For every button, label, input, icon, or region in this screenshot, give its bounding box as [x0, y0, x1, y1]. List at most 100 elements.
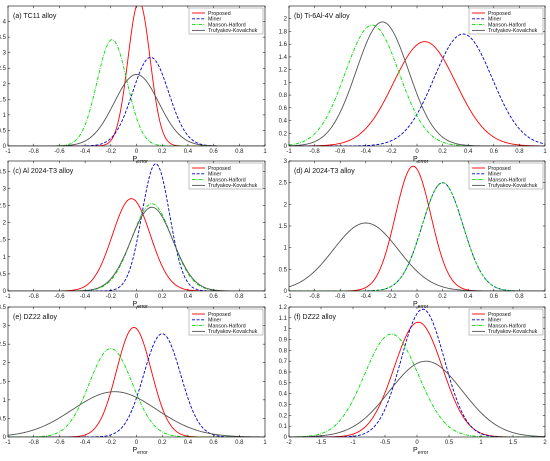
x-tick-label: 0.8: [235, 294, 244, 300]
y-tick-label: 0.5: [0, 272, 7, 278]
x-tick-label: -0.6: [54, 440, 65, 446]
x-tick-label: -0.8: [29, 294, 40, 300]
y-tick-label: 0.5: [279, 381, 288, 387]
x-axis-label: Perror: [413, 447, 429, 456]
x-tick-label: 0.4: [464, 294, 473, 300]
legend-label: Proposed: [208, 312, 231, 318]
y-tick-label: 3.5: [0, 35, 7, 41]
y-tick-label: 0.5: [0, 128, 7, 134]
legend-box: [468, 308, 544, 336]
panel-title: (b) Ti-6Al-4V alloy: [294, 13, 350, 20]
panel-title: (a) TC11 alloy: [13, 13, 57, 20]
y-tick-label: 0.8: [279, 348, 288, 354]
x-axis-label: Perror: [133, 447, 149, 456]
y-tick-label: 1.2: [279, 305, 288, 311]
x-axis-label: Perror: [133, 301, 149, 310]
x-tick-label: 0: [135, 294, 139, 300]
x-tick-label: 0.2: [158, 149, 167, 155]
x-tick-label: -0.4: [80, 440, 91, 446]
series-line-manson-halford: [8, 39, 265, 146]
y-tick-label: 0.4: [279, 119, 288, 125]
y-tick-label: 0.5: [279, 267, 288, 273]
x-tick-label: 0.2: [438, 294, 447, 300]
y-tick-label: 0: [284, 435, 288, 441]
x-tick-label: -0.8: [29, 149, 40, 155]
legend-label: Miner: [488, 172, 501, 178]
series-line-trufyakov-kovalchuk: [289, 360, 545, 437]
y-tick-label: 1: [3, 398, 7, 404]
legend-box: [188, 308, 264, 336]
legend-label: Manson-Halford: [208, 22, 246, 28]
x-tick-label: 1: [263, 149, 267, 155]
legend-label: Proposed: [208, 166, 231, 172]
x-tick-label: 1.5: [509, 440, 518, 446]
y-tick-label: 0: [3, 144, 7, 150]
panel-title: (f) DZ22 alloy: [294, 314, 337, 321]
x-tick-label: 0: [135, 440, 139, 446]
y-tick-label: 2.5: [0, 66, 7, 72]
legend-label: Miner: [208, 17, 221, 23]
y-tick-label: 0.6: [279, 370, 288, 376]
y-tick-label: 1.5: [0, 238, 7, 244]
y-tick-label: 1.5: [0, 379, 7, 385]
y-tick-label: 1: [284, 80, 288, 86]
x-tick-label: -0.2: [106, 294, 117, 300]
x-tick-label: -1: [286, 149, 292, 155]
x-tick-label: -1.5: [316, 440, 327, 446]
y-tick-label: 2: [284, 17, 288, 23]
panel-5: -1 -0.8 -0.6 -0.4 -0.2 0 0.2 0.4 0.6 0.8 1 0 0.5 1 1.5…: [0, 305, 267, 456]
x-tick-label: -0.4: [361, 294, 372, 300]
x-axis-label: Perror: [133, 156, 149, 165]
x-tick-label: 0: [135, 149, 139, 155]
x-tick-label: 0.4: [464, 149, 473, 155]
legend-label: Manson-Halford: [488, 323, 526, 329]
legend-box: [188, 162, 264, 190]
y-tick-label: 3: [284, 159, 288, 165]
y-tick-label: 0.2: [279, 413, 288, 419]
x-tick-label: -0.2: [106, 149, 117, 155]
y-tick-label: 2.5: [0, 342, 7, 348]
series-line-proposed: [289, 41, 545, 146]
panel-4: -1 -0.8 -0.6 -0.4 -0.2 0 0.2 0.4 0.6 0.8 1 0 0.5 1 1.5…: [279, 159, 548, 310]
series-line-manson-halford: [8, 203, 265, 291]
y-tick-label: 0: [3, 289, 7, 295]
x-axis-label: Perror: [413, 156, 429, 165]
x-tick-label: 0.8: [235, 440, 244, 446]
legend-label: Manson-Halford: [208, 323, 246, 329]
legend-box: [188, 7, 264, 35]
series-line-trufyakov-kovalchuk: [8, 73, 265, 146]
y-tick-label: 3: [3, 324, 7, 330]
y-tick-label: 2: [3, 221, 7, 227]
x-tick-label: -0.8: [29, 440, 40, 446]
legend-label: Proposed: [208, 11, 231, 17]
y-tick-label: 0: [3, 435, 7, 441]
series-line-miner: [289, 182, 545, 291]
x-tick-label: -1: [5, 440, 11, 446]
x-tick-label: -0.5: [380, 440, 391, 446]
x-tick-label: -2: [286, 440, 292, 446]
x-tick-label: 0: [415, 294, 419, 300]
y-tick-label: 1.5: [279, 224, 288, 230]
panel-3: -1 -0.8 -0.6 -0.4 -0.2 0 0.2 0.4 0.6 0.8 1 0 0.5 1 1.5…: [0, 160, 267, 310]
legend-label: Proposed: [488, 312, 511, 318]
x-tick-label: 0: [415, 149, 419, 155]
x-tick-label: 0.2: [438, 149, 447, 155]
legend-label: Manson-Halford: [208, 177, 246, 183]
x-tick-label: 0.4: [184, 440, 193, 446]
y-tick-label: 1: [3, 113, 7, 119]
legend-label: Miner: [488, 17, 501, 23]
x-tick-label: -0.4: [80, 149, 91, 155]
series-line-proposed: [289, 321, 545, 437]
x-tick-label: -0.8: [309, 149, 320, 155]
x-tick-label: 0.2: [158, 294, 167, 300]
series-line-manson-halford: [289, 333, 545, 437]
legend: ProposedMinerManson-HalfordTrufyakov-Kov…: [188, 7, 264, 35]
legend-label: Trufyakov-Kovalchuk: [488, 329, 538, 335]
legend-label: Miner: [208, 172, 221, 178]
x-axis-label: Perror: [413, 301, 429, 310]
y-tick-label: 2.5: [0, 203, 7, 209]
legend-label: Trufyakov-Kovalchuk: [488, 183, 538, 189]
x-tick-label: 0.8: [235, 149, 244, 155]
x-tick-label: 1: [263, 294, 267, 300]
